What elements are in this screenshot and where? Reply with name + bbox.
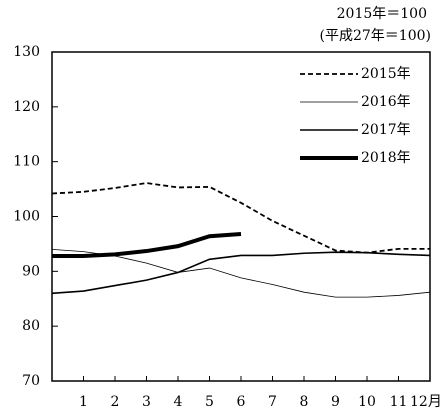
x-tick-label: 1 — [79, 394, 88, 410]
annotation: 2015年＝100 — [337, 6, 427, 22]
series-line — [51, 182, 430, 254]
legend-label: 2015年 — [361, 66, 411, 82]
x-tick-label: 10 — [358, 394, 376, 410]
legend-label: 2018年 — [361, 150, 411, 166]
series-line — [52, 232, 242, 258]
x-tick-label: 3 — [142, 394, 151, 410]
x-tick-label: 2 — [111, 394, 120, 410]
legend-label: 2016年 — [361, 94, 411, 110]
y-tick-label: 80 — [22, 318, 40, 334]
x-tick-label: 7 — [268, 394, 277, 410]
legend-label: 2017年 — [361, 122, 411, 138]
x-tick-label: 8 — [300, 394, 309, 410]
x-tick-label: 12月 — [410, 394, 442, 410]
y-tick-label: 100 — [13, 209, 40, 225]
y-tick-label: 90 — [22, 263, 40, 279]
x-tick-label: 9 — [331, 394, 340, 410]
x-tick-label: 11 — [390, 394, 408, 410]
x-tick-label: 5 — [205, 394, 214, 410]
x-tick-label: 4 — [174, 394, 183, 410]
annotation: (平成27年＝100) — [320, 28, 431, 44]
x-tick-label: 6 — [237, 394, 246, 410]
y-tick-label: 70 — [22, 373, 40, 389]
y-tick-label: 130 — [13, 44, 40, 60]
y-tick-label: 120 — [13, 99, 40, 115]
series-line — [51, 251, 431, 295]
y-tick-label: 110 — [13, 154, 40, 170]
